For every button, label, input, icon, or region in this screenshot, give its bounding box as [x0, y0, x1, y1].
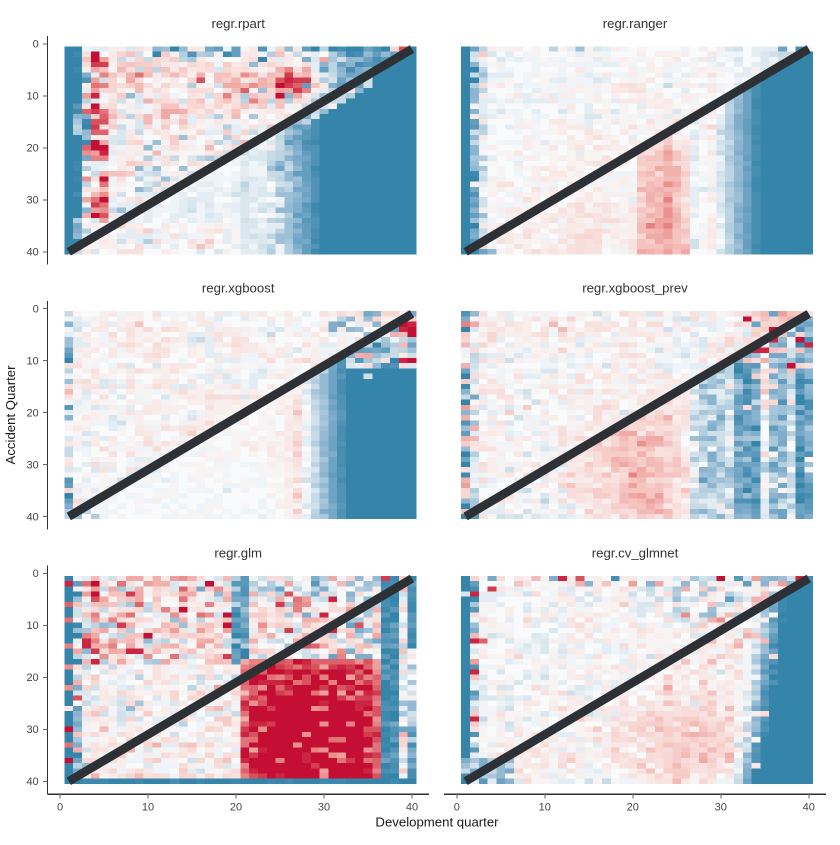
svg-text:30: 30	[26, 459, 38, 471]
svg-text:10: 10	[26, 91, 38, 103]
svg-text:regr.xgboost_prev: regr.xgboost_prev	[582, 281, 688, 296]
svg-text:30: 30	[318, 801, 330, 813]
svg-text:20: 20	[230, 801, 242, 813]
svg-text:30: 30	[715, 801, 727, 813]
svg-text:regr.ranger: regr.ranger	[603, 16, 668, 31]
svg-text:40: 40	[26, 776, 38, 788]
svg-text:0: 0	[454, 801, 460, 813]
svg-text:Development quarter: Development quarter	[375, 815, 499, 830]
svg-text:30: 30	[26, 724, 38, 736]
svg-text:10: 10	[539, 801, 551, 813]
svg-text:10: 10	[26, 355, 38, 367]
svg-text:40: 40	[26, 511, 38, 523]
svg-text:20: 20	[26, 407, 38, 419]
svg-text:regr.cv_glmnet: regr.cv_glmnet	[592, 545, 679, 560]
svg-text:0: 0	[33, 303, 39, 315]
svg-text:40: 40	[803, 801, 815, 813]
svg-text:20: 20	[627, 801, 639, 813]
svg-text:20: 20	[26, 143, 38, 155]
svg-text:regr.xgboost: regr.xgboost	[202, 281, 275, 296]
svg-text:0: 0	[33, 39, 39, 51]
svg-text:10: 10	[26, 620, 38, 632]
svg-text:40: 40	[26, 247, 38, 259]
svg-text:0: 0	[57, 801, 63, 813]
svg-text:10: 10	[142, 801, 154, 813]
svg-text:0: 0	[33, 568, 39, 580]
svg-text:regr.rpart: regr.rpart	[211, 16, 265, 31]
svg-text:20: 20	[26, 672, 38, 684]
svg-text:40: 40	[406, 801, 418, 813]
svg-text:regr.glm: regr.glm	[214, 545, 262, 560]
svg-text:Accident Quarter: Accident Quarter	[3, 365, 18, 465]
svg-text:30: 30	[26, 195, 38, 207]
